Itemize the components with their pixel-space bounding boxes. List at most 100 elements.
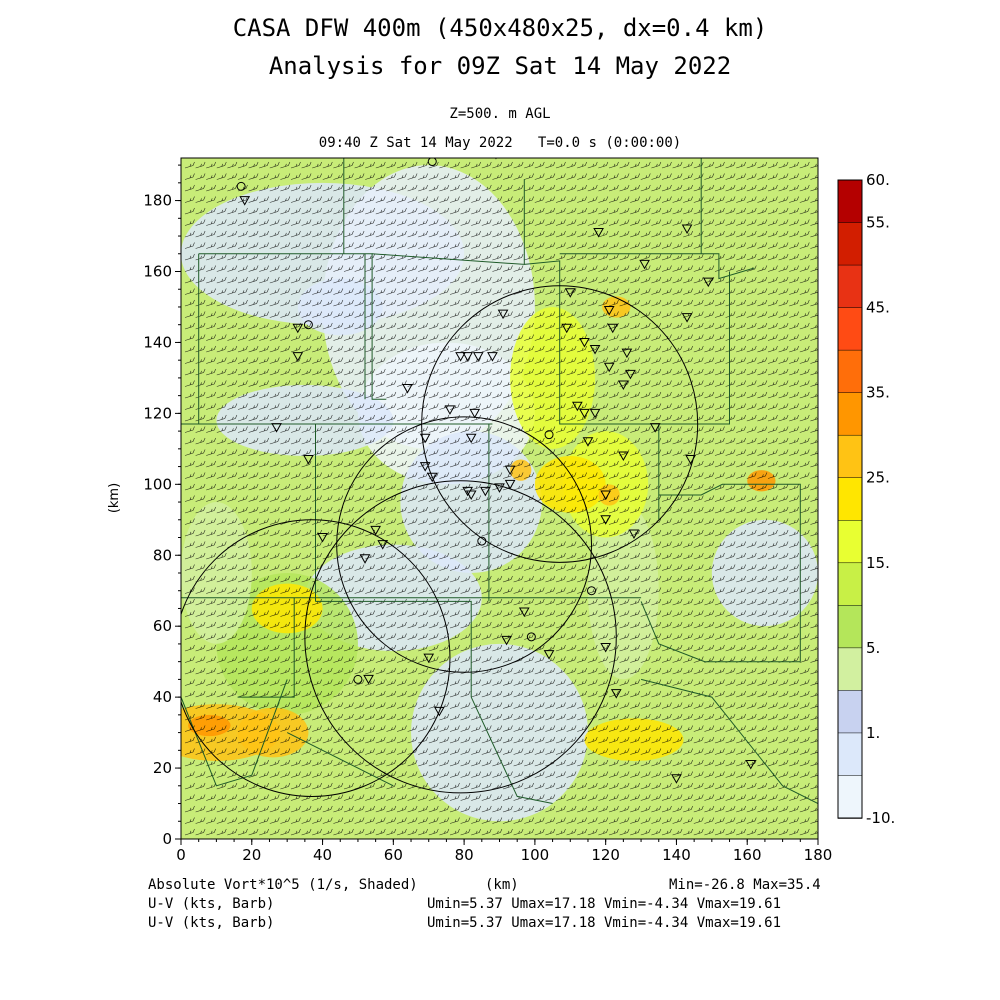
station-triangle <box>497 309 509 320</box>
station-triangle <box>433 706 445 717</box>
county-border <box>237 597 295 698</box>
radar-range-ring <box>304 480 617 794</box>
colorbar-swatch <box>837 647 863 692</box>
station-triangle <box>681 313 693 323</box>
station-triangle <box>649 423 661 433</box>
station-triangle <box>572 401 583 412</box>
y-tick-label: 180 <box>143 192 172 210</box>
station-triangle <box>618 451 629 461</box>
colorbar-label: 60. <box>866 171 890 189</box>
station-triangle <box>603 362 615 373</box>
colorbar-label: 45. <box>866 299 890 317</box>
field-patch <box>584 718 684 761</box>
station-circle <box>526 632 536 642</box>
x-tick-label: 0 <box>176 846 186 864</box>
station-triangle <box>303 454 314 465</box>
colorbar-swatch <box>837 562 863 607</box>
colorbar-swatch <box>837 520 863 564</box>
min-max-readout: Min=-26.8 Max=35.4 <box>669 877 821 893</box>
county-border <box>286 732 394 787</box>
colorbar-swatch <box>837 434 863 479</box>
station-triangle <box>479 486 491 497</box>
colorbar-label: -10. <box>866 809 895 827</box>
colorbar-label: 35. <box>866 384 890 402</box>
station-triangle <box>494 483 505 493</box>
county-border <box>640 678 818 804</box>
colorbar-label: 25. <box>866 469 890 487</box>
station-triangle <box>469 408 481 419</box>
station-circle <box>587 586 597 596</box>
x-tick-label: 120 <box>591 846 620 864</box>
colorbar-swatch <box>837 605 863 649</box>
station-triangle <box>419 462 431 472</box>
field-patch <box>297 278 383 336</box>
station-triangle <box>402 384 413 394</box>
x-tick-label: 20 <box>242 846 261 864</box>
field-patch <box>216 385 394 456</box>
y-tick-label: 60 <box>153 617 172 635</box>
station-triangle <box>600 515 612 525</box>
county-border <box>315 600 472 698</box>
colorbar-swatch <box>837 732 863 777</box>
station-triangle <box>589 345 601 355</box>
radar-range-ring <box>181 519 451 797</box>
wind-label-1: U-V (kts, Barb) <box>148 896 275 912</box>
station-triangle <box>607 323 619 334</box>
station-triangle <box>472 352 484 362</box>
field-patch <box>237 707 309 758</box>
station-triangle <box>465 433 477 444</box>
station-triangle <box>271 423 282 433</box>
county-border <box>470 696 553 804</box>
field-patch <box>534 455 606 513</box>
x-tick-label: 160 <box>733 846 762 864</box>
colorbar-frame <box>837 179 863 819</box>
station-circle <box>353 674 363 684</box>
x-tick-label: 40 <box>313 846 332 864</box>
county-border <box>658 271 730 520</box>
station-triangle <box>543 650 555 660</box>
station-triangle <box>518 607 530 618</box>
y-tick-label: 80 <box>153 546 172 564</box>
x-tick-label: 180 <box>804 846 833 864</box>
county-border <box>524 260 659 425</box>
station-triangle <box>487 352 498 362</box>
x-tick-label: 100 <box>521 846 550 864</box>
station-triangle <box>561 323 573 334</box>
field-patch <box>251 583 323 634</box>
y-tick-label: 20 <box>153 759 172 777</box>
station-triangle <box>501 635 512 646</box>
x-tick-label: 80 <box>455 846 474 864</box>
station-triangle <box>671 774 682 784</box>
station-circle <box>544 430 554 440</box>
chart-title: CASA DFW 400m (450x480x25, dx=0.4 km) <box>232 14 768 42</box>
station-triangle <box>702 277 714 288</box>
station-triangle <box>455 352 466 362</box>
station-triangle <box>589 408 601 419</box>
colorbar-swatch <box>837 477 863 522</box>
y-tick-label: 40 <box>153 688 172 706</box>
station-triangle <box>444 405 456 415</box>
station-triangle <box>419 433 431 444</box>
county-borders <box>181 158 818 804</box>
station-triangle <box>621 348 633 359</box>
colorbar-swatch <box>837 222 863 266</box>
station-triangle <box>600 490 612 500</box>
y-tick-label: 0 <box>162 830 172 848</box>
colorbar-swatch <box>837 179 863 224</box>
station-triangle <box>462 352 474 362</box>
colorbar-label: 5. <box>866 639 880 657</box>
radar-range-ring <box>336 416 593 673</box>
y-tick-label: 100 <box>143 475 172 493</box>
y-axis-label: (km) <box>107 483 122 513</box>
station-circle <box>427 158 437 167</box>
colorbar-swatch <box>837 775 863 819</box>
x-tick-label: 140 <box>662 846 691 864</box>
station-triangle <box>579 337 590 348</box>
station-triangle <box>370 525 381 536</box>
radar-range-rings <box>181 285 699 797</box>
wind-stats-1: Umin=5.37 Umax=17.18 Vmin=-4.34 Vmax=19.… <box>427 896 782 912</box>
field-patch <box>711 519 818 627</box>
shaded-field <box>181 165 818 822</box>
colorbar-label: 55. <box>866 214 890 232</box>
station-triangle <box>317 533 328 543</box>
